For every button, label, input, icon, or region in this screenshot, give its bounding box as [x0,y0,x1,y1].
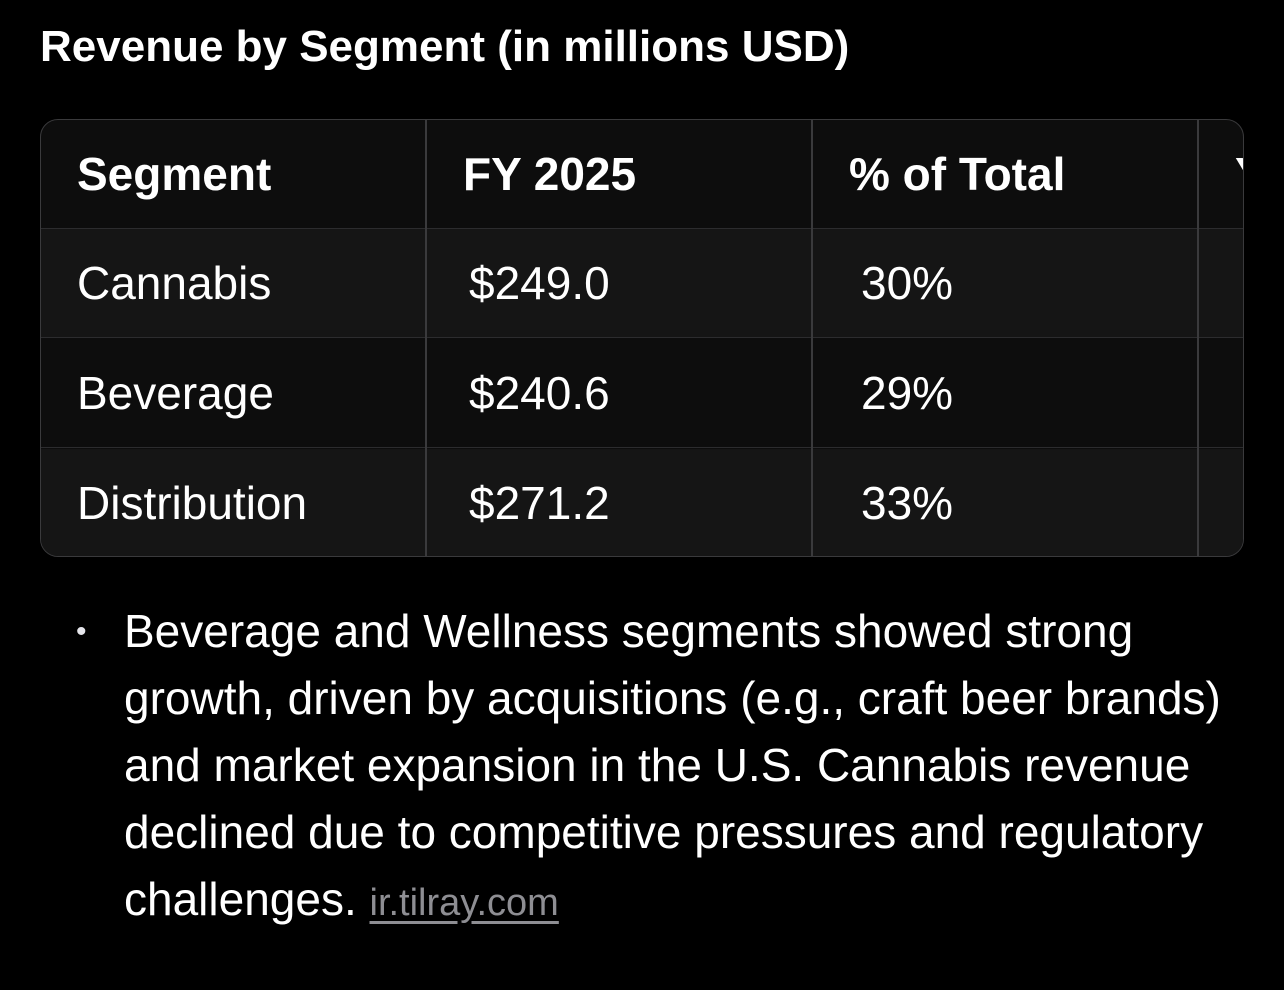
note-text: Beverage and Wellness segments showed st… [124,605,1221,925]
cell-segment: Distribution [77,477,308,529]
table-row: Beverage $240.6 29% [41,339,1243,448]
column-header-pct-total: % of Total [849,148,1066,200]
column-divider [425,120,427,556]
column-divider [1197,120,1199,556]
list-item: • Beverage and Wellness segments showed … [76,598,1256,937]
column-divider [811,120,813,556]
bullet-icon: • [76,615,87,648]
source-link[interactable]: ir.tilray.com [369,882,559,924]
table-row: Cannabis $249.0 30% [41,229,1243,338]
table-header-row: Segment FY 2025 % of Total Y [41,120,1243,229]
cell-fy2025: $271.2 [469,477,610,529]
column-header-fy2025: FY 2025 [463,148,637,200]
cell-segment: Beverage [77,367,274,419]
revenue-table[interactable]: Segment FY 2025 % of Total Y Cannabis $2… [40,119,1244,557]
cell-pct-total: 29% [861,367,954,419]
column-header-truncated: Y [1235,120,1243,229]
cell-fy2025: $240.6 [469,367,610,419]
notes-list: • Beverage and Wellness segments showed … [76,598,1256,937]
cell-fy2025: $249.0 [469,257,610,309]
cell-pct-total: 33% [861,477,954,529]
column-header-segment: Segment [77,148,272,200]
cell-segment: Cannabis [77,257,272,309]
table-row: Distribution $271.2 33% [41,449,1243,556]
section-heading: Revenue by Segment (in millions USD) [40,22,850,71]
cell-pct-total: 30% [861,257,954,309]
